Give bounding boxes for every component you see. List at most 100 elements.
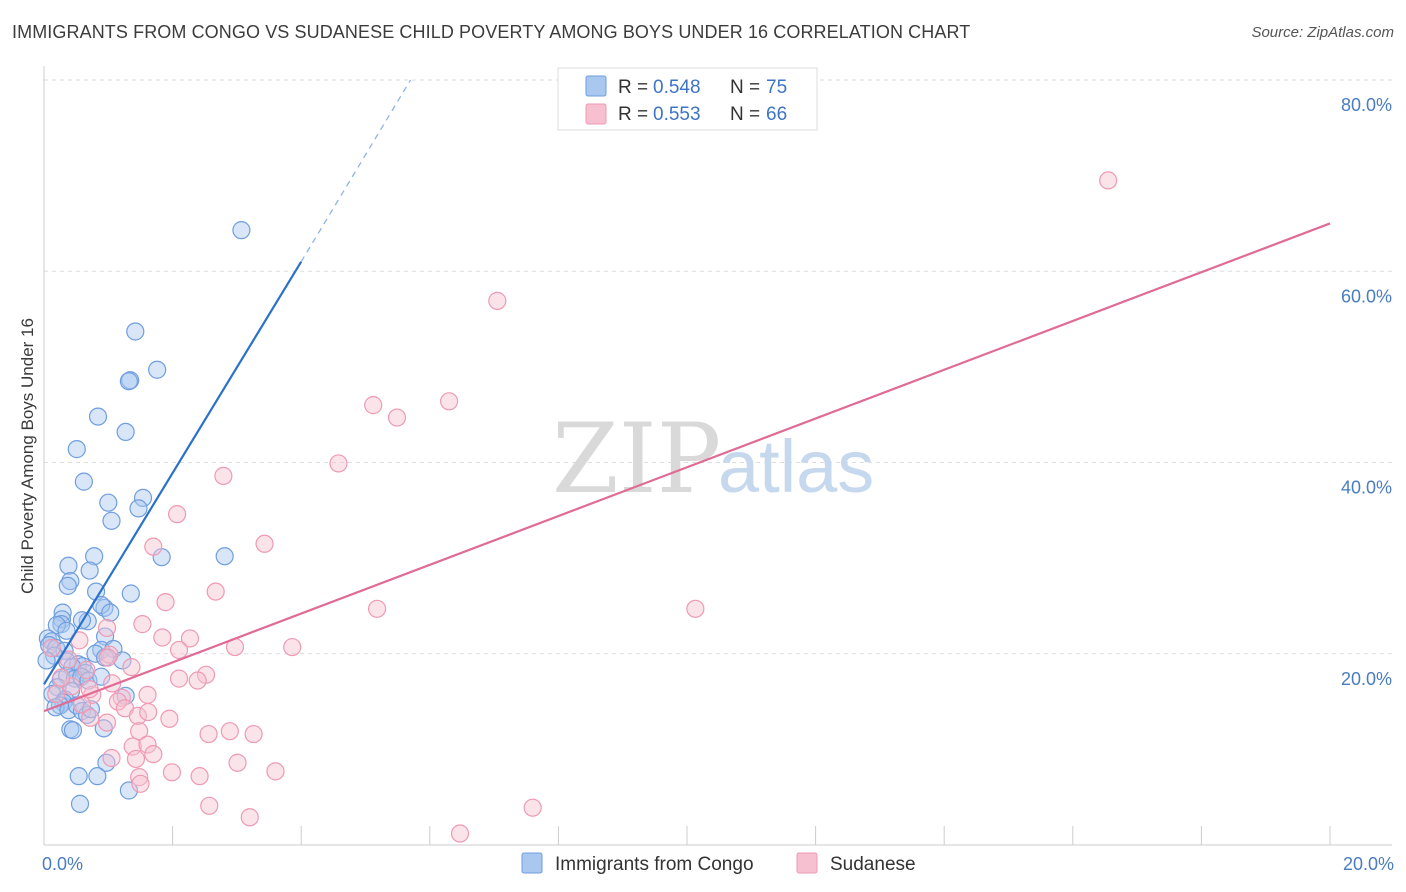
- sudanese-points: [42, 171, 1118, 843]
- legend-sudanese-r-label: R =: [618, 104, 648, 125]
- sudanese-point-58: [523, 798, 542, 817]
- sudanese-point-39: [139, 702, 158, 722]
- congo-point-26: [52, 610, 72, 629]
- sudanese-point-7: [168, 505, 187, 524]
- sudanese-point-52: [162, 763, 182, 782]
- congo-point-16: [59, 556, 78, 575]
- sudanese-point-63: [80, 680, 99, 699]
- sudanese-point-40: [97, 713, 117, 732]
- congo-point-10: [99, 493, 118, 512]
- sudanese-point-20: [169, 640, 189, 660]
- sudanese-point-6: [214, 466, 233, 485]
- sudanese-point-44: [138, 735, 157, 754]
- sudanese-point-34: [108, 692, 128, 711]
- y-tick-label-1: 40.0%: [1341, 478, 1392, 498]
- watermark-zip: ZIP: [552, 403, 721, 515]
- sudanese-point-45: [244, 724, 263, 744]
- sudanese-point-3: [387, 408, 407, 427]
- sudanese-point-54: [266, 762, 285, 781]
- congo-point-5: [88, 407, 108, 426]
- sudanese-point-49: [126, 749, 146, 769]
- sudanese-point-9: [144, 537, 163, 556]
- legend-stats: R = 0.548 N = 75 R = 0.553 N = 66: [557, 67, 818, 131]
- congo-point-19: [58, 576, 77, 595]
- legend-sudanese-n-value: 66: [766, 104, 787, 125]
- sudanese-point-60: [52, 668, 71, 687]
- sudanese-trend-line: [43, 222, 1331, 713]
- congo-point-76: [119, 781, 138, 800]
- sudanese-point-8: [255, 534, 274, 553]
- trend-lines: [43, 79, 1331, 713]
- x-tick-label-min: 0.0%: [42, 854, 83, 874]
- congo-point-74: [70, 794, 90, 813]
- sudanese-point-35: [138, 685, 157, 704]
- congo-point-7: [67, 440, 86, 459]
- sudanese-point-37: [128, 706, 147, 726]
- grid-lines: [44, 79, 1392, 655]
- sudanese-point-24: [122, 658, 141, 677]
- y-tick-labels: 20.0% 40.0% 60.0% 80.0%: [1341, 95, 1392, 689]
- y-tick-label-2: 60.0%: [1341, 286, 1392, 306]
- sudanese-point-22: [98, 648, 117, 667]
- sudanese-point-11: [206, 582, 225, 601]
- bottom-legend-sudanese-swatch: [796, 852, 818, 874]
- legend-congo-r-label: R =: [618, 77, 648, 98]
- sudanese-point-53: [190, 767, 209, 786]
- congo-point-55: [92, 667, 111, 686]
- sudanese-point-42: [199, 724, 218, 744]
- legend-congo-n-value: 75: [766, 77, 787, 98]
- congo-point-24: [101, 603, 120, 622]
- congo-trend-extension: [300, 79, 412, 263]
- legend-congo-swatch: [585, 75, 607, 97]
- congo-point-70: [94, 719, 113, 738]
- legend-congo-n-label: N =: [730, 77, 760, 98]
- sudanese-point-46: [220, 722, 239, 741]
- legend-sudanese-swatch: [585, 103, 607, 125]
- sudanese-point-16: [153, 628, 172, 647]
- congo-point-11: [129, 499, 148, 518]
- sudanese-point-15: [97, 618, 117, 638]
- congo-point-18: [61, 571, 80, 591]
- y-tick-label-3: 80.0%: [1341, 95, 1392, 115]
- x-tick-label-max: 20.0%: [1343, 854, 1394, 874]
- congo-point-13: [215, 547, 234, 566]
- sudanese-point-61: [42, 638, 61, 658]
- sudanese-point-33: [81, 708, 100, 727]
- sudanese-point-19: [283, 637, 302, 657]
- watermark-atlas: atlas: [718, 425, 874, 508]
- y-tick-label-0: 20.0%: [1341, 669, 1392, 689]
- legend-series: Immigrants from Congo Sudanese: [521, 852, 916, 875]
- congo-trend-line: [43, 261, 303, 685]
- sudanese-point-64: [47, 684, 66, 704]
- congo-point-15: [85, 547, 104, 566]
- sudanese-point-4: [439, 392, 459, 411]
- sudanese-point-47: [144, 745, 163, 764]
- sudanese-point-59: [450, 824, 470, 843]
- chart-source: Source: ZipAtlas.com: [1251, 24, 1394, 41]
- sudanese-point-51: [130, 768, 149, 787]
- congo-point-1: [126, 322, 145, 341]
- bottom-legend-congo-swatch: [521, 852, 543, 874]
- sudanese-point-21: [100, 645, 119, 664]
- sudanese-point-14: [133, 615, 152, 634]
- congo-point-12: [102, 511, 121, 530]
- congo-point-3: [121, 371, 140, 390]
- sudanese-point-17: [180, 629, 200, 648]
- sudanese-point-38: [160, 709, 179, 728]
- sudanese-point-13: [686, 599, 705, 618]
- sudanese-point-27: [188, 671, 207, 690]
- congo-point-31: [57, 621, 76, 640]
- sudanese-point-2: [364, 396, 383, 415]
- sudanese-point-1: [488, 291, 507, 310]
- congo-point-22: [95, 598, 114, 617]
- sudanese-point-12: [367, 599, 387, 618]
- sudanese-point-48: [102, 748, 121, 768]
- congo-point-30: [47, 615, 66, 635]
- congo-point-2: [148, 360, 167, 379]
- bottom-legend-congo-label: Immigrants from Congo: [555, 854, 754, 875]
- congo-point-69: [63, 721, 83, 740]
- sudanese-point-26: [169, 669, 189, 688]
- sudanese-point-57: [240, 808, 259, 827]
- congo-point-9: [133, 488, 153, 507]
